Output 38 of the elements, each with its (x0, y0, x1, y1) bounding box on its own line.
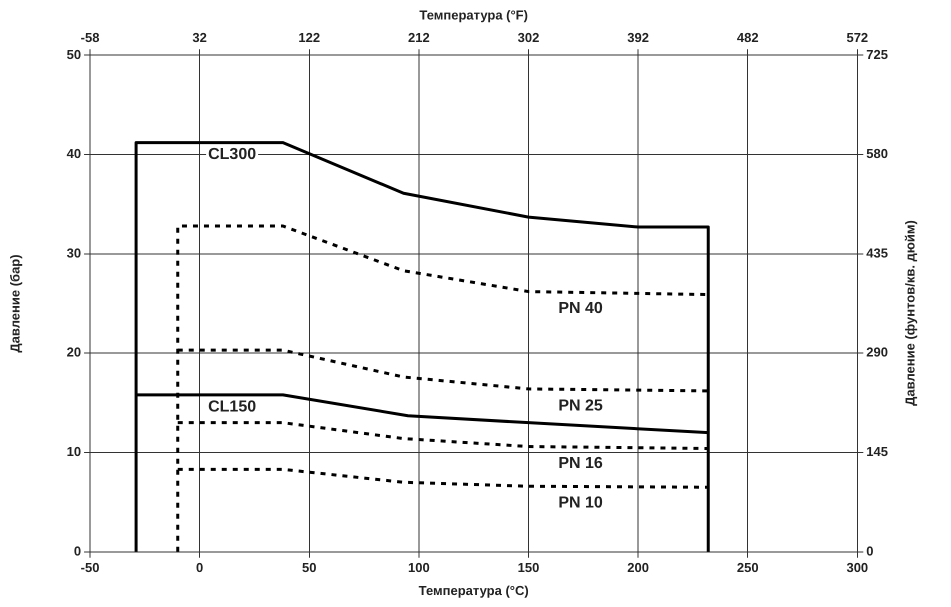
x-tick-label: 300 (846, 560, 868, 576)
y-tick-label: 0 (74, 543, 82, 558)
x2-tick-label: -58 (80, 30, 100, 45)
y2-tick-label: 580 (866, 146, 888, 162)
x2-tick-label: 392 (627, 30, 649, 45)
y-axis-title: Давление (бар) (7, 254, 22, 353)
y2-tick-label: 0 (866, 543, 874, 558)
x2-tick-label: 482 (736, 30, 759, 45)
series-label: CL300 (208, 146, 256, 164)
x-tick-label: 100 (408, 560, 430, 576)
series-label: PN 16 (558, 454, 603, 472)
x2-tick-label: 32 (192, 30, 207, 45)
x2-tick-label: 212 (408, 30, 430, 45)
series-label: PN 40 (558, 300, 603, 317)
x-tick-label: 250 (736, 560, 759, 576)
y-tick-label: 10 (66, 444, 82, 460)
x2-tick-label: 572 (846, 30, 868, 45)
series-label: PN 25 (558, 397, 603, 414)
y2-axis-title: Давление (фунтов/кв. дюйм) (902, 220, 918, 406)
x-axis-title: Температура (°C) (418, 582, 529, 598)
series-label: CL150 (208, 398, 256, 416)
y-tick-label: 20 (66, 344, 82, 360)
y-tick-label: 50 (66, 46, 82, 62)
series-label: PN 10 (558, 494, 603, 512)
y2-tick-label: 290 (866, 344, 888, 360)
x-tick-label: 200 (627, 560, 649, 576)
y-tick-label: 40 (66, 146, 82, 162)
y2-tick-label: 435 (866, 245, 888, 260)
x-tick-label: -50 (80, 560, 100, 576)
x2-axis-title: Температура (°F) (419, 7, 528, 22)
x2-tick-label: 302 (518, 30, 540, 45)
x-tick-label: 50 (302, 560, 317, 576)
y2-tick-label: 145 (866, 444, 888, 460)
x-tick-label: 150 (518, 560, 540, 576)
y-tick-label: 30 (66, 245, 82, 260)
x-tick-label: 0 (196, 560, 204, 576)
y2-tick-label: 725 (866, 46, 888, 62)
x2-tick-label: 122 (298, 30, 320, 45)
